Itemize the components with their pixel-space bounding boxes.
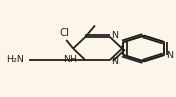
Text: N: N [166,51,173,60]
Text: H₂N: H₂N [6,55,24,64]
Text: N: N [111,31,118,40]
Text: NH: NH [64,55,78,64]
Text: Cl: Cl [59,28,69,38]
Text: N: N [111,57,118,66]
